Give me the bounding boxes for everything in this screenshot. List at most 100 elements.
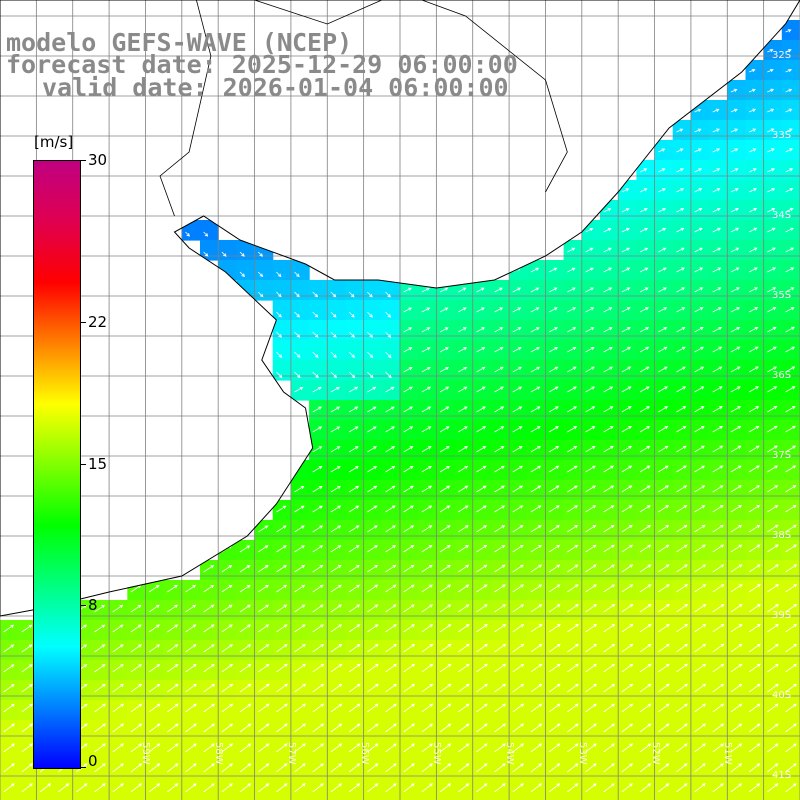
wind-speed-cell xyxy=(309,560,328,581)
wind-arrow xyxy=(439,505,451,513)
wind-speed-cell xyxy=(709,720,728,741)
wind-speed-cell xyxy=(490,400,510,421)
wind-speed-cell xyxy=(472,700,492,721)
wind-speed-cell xyxy=(672,580,692,601)
wind-arrow xyxy=(276,763,288,773)
wind-speed-cell xyxy=(727,520,747,541)
wind-arrow xyxy=(676,227,685,233)
wind-speed-cell xyxy=(181,620,201,641)
wind-arrow xyxy=(676,327,686,333)
wind-arrow xyxy=(712,643,725,653)
wind-arrow xyxy=(239,624,251,633)
wind-speed-cell xyxy=(472,440,492,461)
wind-arrow xyxy=(785,29,792,33)
wind-arrow xyxy=(476,663,488,673)
wind-arrow xyxy=(639,564,652,573)
wind-speed-cell xyxy=(400,360,419,381)
wind-speed-cell xyxy=(672,640,692,661)
wind-speed-cell xyxy=(345,380,365,401)
wind-speed-cell xyxy=(745,300,765,321)
wind-arrow xyxy=(403,763,415,773)
wind-speed-cell xyxy=(272,360,292,381)
wind-arrow xyxy=(148,664,161,673)
wind-speed-cell xyxy=(545,740,565,761)
wind-arrow xyxy=(294,505,305,513)
wind-arrow xyxy=(294,387,304,393)
wind-speed-cell xyxy=(454,460,474,481)
wind-speed-cell xyxy=(563,360,583,381)
wind-speed-cell xyxy=(236,680,256,701)
wind-speed-cell xyxy=(327,720,347,741)
wind-speed-cell xyxy=(436,460,456,481)
wind-arrow xyxy=(167,683,179,693)
wind-speed-cell xyxy=(636,480,656,501)
wind-speed-cell xyxy=(200,580,219,601)
wind-speed-cell xyxy=(200,780,219,800)
wind-speed-cell xyxy=(109,780,128,800)
wind-arrow xyxy=(167,763,179,773)
wind-speed-cell xyxy=(290,520,310,541)
wind-arrow xyxy=(221,703,234,713)
wind-speed-cell xyxy=(745,760,765,781)
wind-speed-cell xyxy=(145,720,165,741)
wind-arrow xyxy=(94,703,106,713)
wind-speed-cell xyxy=(654,700,674,721)
wind-arrow xyxy=(585,544,597,553)
wind-speed-cell xyxy=(618,540,637,561)
wind-arrow xyxy=(457,723,470,733)
wind-speed-cell xyxy=(327,460,347,481)
wind-speed-cell xyxy=(763,320,783,341)
wind-arrow xyxy=(512,426,523,433)
wind-arrow xyxy=(603,406,614,413)
wind-speed-cell xyxy=(145,700,165,721)
wind-speed-cell xyxy=(709,660,728,681)
wind-arrow xyxy=(585,307,595,313)
wind-speed-cell xyxy=(618,720,637,741)
wind-arrow xyxy=(567,327,577,333)
wind-arrow xyxy=(530,604,543,613)
wind-arrow xyxy=(494,604,506,613)
wind-speed-cell xyxy=(690,660,710,681)
wind-arrow xyxy=(385,683,397,693)
wind-speed-cell xyxy=(254,520,274,541)
wind-arrow xyxy=(567,485,578,493)
wind-arrow xyxy=(548,623,561,633)
wind-speed-cell xyxy=(436,440,456,461)
wind-speed-cell xyxy=(563,540,583,561)
wind-arrow xyxy=(330,505,342,513)
wind-speed-cell xyxy=(472,340,492,361)
wind-arrow xyxy=(676,426,687,433)
wind-speed-cell xyxy=(509,580,528,601)
wind-speed-cell xyxy=(254,700,274,721)
wind-speed-cell xyxy=(400,680,419,701)
wind-arrow xyxy=(712,425,724,433)
wind-speed-cell xyxy=(600,440,619,461)
wind-arrow xyxy=(385,743,397,753)
wind-arrow xyxy=(785,783,797,793)
wind-arrow xyxy=(476,386,486,393)
wind-speed-cell xyxy=(709,260,728,281)
wind-arrow xyxy=(694,108,702,113)
wind-speed-cell xyxy=(618,680,637,701)
wind-arrow xyxy=(367,624,379,633)
wind-speed-cell xyxy=(381,780,401,800)
wind-arrow xyxy=(676,564,688,573)
wind-speed-cell xyxy=(200,640,219,661)
wind-speed-cell xyxy=(600,560,619,581)
wind-arrow xyxy=(712,386,723,393)
wind-arrow xyxy=(530,287,540,293)
wind-arrow xyxy=(148,624,160,633)
wind-speed-cell xyxy=(781,200,800,221)
wind-speed-cell xyxy=(636,740,656,761)
wind-speed-cell xyxy=(290,680,310,701)
wind-speed-cell xyxy=(436,320,456,341)
wind-speed-cell xyxy=(363,320,383,341)
wind-speed-cell xyxy=(545,440,565,461)
wind-arrow xyxy=(239,545,251,553)
wind-speed-cell xyxy=(472,500,492,521)
wind-speed-cell xyxy=(690,280,710,301)
wind-speed-cell xyxy=(636,660,656,681)
wind-arrow xyxy=(112,783,124,793)
wind-speed-cell xyxy=(0,640,19,661)
wind-arrow xyxy=(785,247,795,253)
